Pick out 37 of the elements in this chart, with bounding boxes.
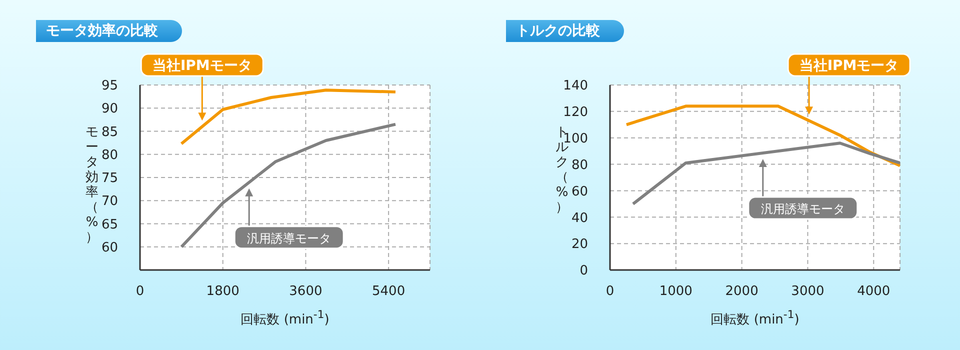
- y-tick-label: 100: [563, 131, 588, 146]
- text: 汎用誘導モータ: [247, 231, 332, 246]
- text: 当社IPMモータ: [799, 58, 899, 74]
- x-axis-title: 回転数 (min$^{-1}$): [710, 308, 800, 328]
- x-axis-title: 回転数 (min$^{-1}$): [240, 308, 330, 328]
- line-series: [624, 104, 900, 168]
- x-tick-label: 3600: [289, 284, 322, 300]
- x-tick-label: 0: [606, 284, 614, 300]
- y-tick-label: 75: [101, 171, 118, 186]
- x-tick-label: 1000: [659, 284, 692, 300]
- y-tick-label: 70: [101, 194, 118, 210]
- x-tick-label: 5400: [372, 284, 406, 300]
- x-tick-label: 4000: [857, 284, 890, 300]
- y-tick-label: 60: [571, 184, 588, 200]
- x-tick-label: 2000: [725, 284, 758, 300]
- y-tick-label: 40: [571, 210, 588, 226]
- text: 汎用誘導モータ: [760, 202, 845, 216]
- y-tick-label: 60: [101, 240, 118, 256]
- y-tick-label: 0: [580, 264, 588, 279]
- x-tick-label: 1800: [206, 284, 240, 300]
- x-tick-label: 3000: [791, 284, 824, 300]
- y-tick-label: 80: [571, 158, 588, 173]
- x-tick-label: 0: [136, 284, 144, 300]
- y-tick-label: 20: [571, 237, 588, 252]
- chart-title: モータ効率の比較: [36, 20, 182, 42]
- line-series: [180, 88, 397, 146]
- y-tick-label: 95: [101, 78, 118, 94]
- y-tick-label: 90: [101, 102, 118, 117]
- y-tick-label: 80: [101, 148, 118, 163]
- y-tick-label: 65: [101, 217, 118, 232]
- y-axis-title: モータ効率（%）: [84, 125, 100, 245]
- line-series: [180, 122, 397, 248]
- y-tick-label: 85: [101, 124, 118, 140]
- chart-title: トルクの比較: [506, 20, 624, 42]
- y-tick-label: 120: [563, 105, 588, 120]
- series-label: 当社IPMモータ: [152, 58, 252, 74]
- y-tick-label: 140: [563, 78, 588, 94]
